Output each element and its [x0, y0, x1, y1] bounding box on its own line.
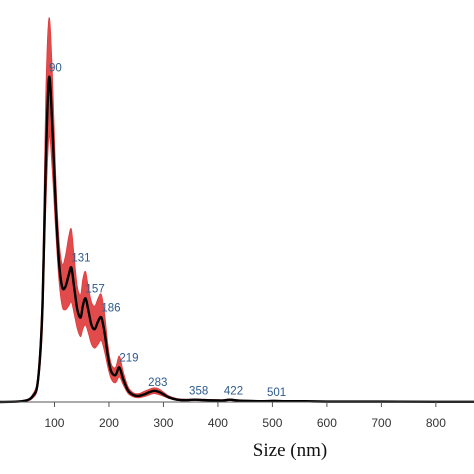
x-tick-label: 800: [426, 416, 446, 430]
x-tick-label: 500: [262, 416, 282, 430]
peak-label: 501: [267, 387, 286, 399]
x-axis-ticks: 100 200 300 400 500 600 700 800: [44, 402, 446, 430]
x-tick-label: 100: [44, 416, 64, 430]
peak-label: 283: [148, 377, 167, 389]
error-band-layer: [0, 17, 474, 403]
x-axis-title: Size (nm): [253, 440, 327, 461]
peak-label: 219: [119, 352, 138, 364]
peak-label: 358: [189, 386, 208, 398]
peak-label: 422: [224, 386, 243, 398]
peak-labels: 90 131 157 186 219 283 358 422 501: [49, 63, 286, 399]
mean-distribution-line: [0, 75, 474, 404]
x-tick-label: 200: [99, 416, 119, 430]
peak-label: 157: [86, 283, 105, 295]
x-tick-label: 300: [153, 416, 173, 430]
mean-line-layer: [0, 75, 474, 404]
peak-label: 186: [101, 303, 120, 315]
x-tick-label: 600: [317, 416, 337, 430]
peak-label: 90: [49, 63, 62, 75]
x-tick-label: 400: [208, 416, 228, 430]
x-tick-label: 700: [371, 416, 391, 430]
error-band: [0, 17, 474, 403]
peak-label: 131: [71, 253, 90, 265]
